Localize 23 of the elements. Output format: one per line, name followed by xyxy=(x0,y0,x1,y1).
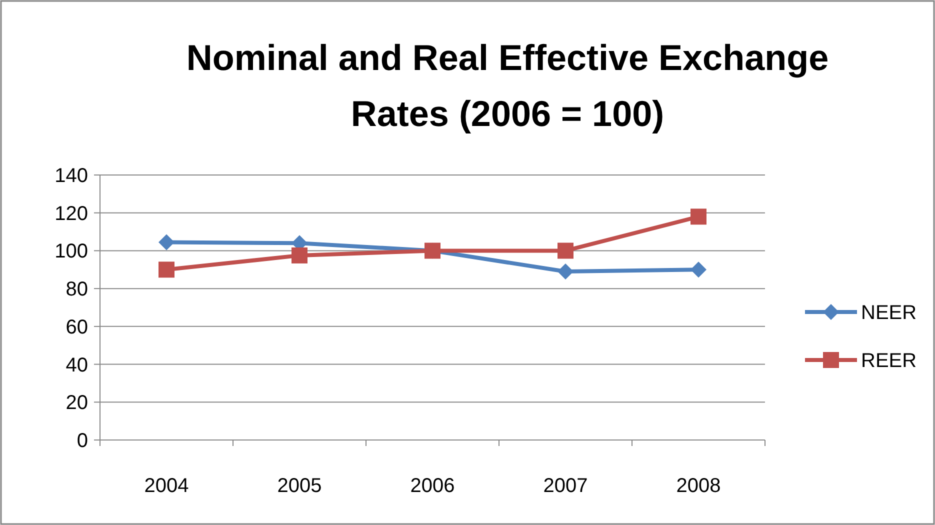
legend-label: REER xyxy=(861,350,917,372)
point xyxy=(558,264,574,280)
point xyxy=(690,262,706,278)
point xyxy=(158,234,174,250)
y-tick-label: 80 xyxy=(66,278,88,301)
point xyxy=(158,262,174,278)
x-tick-label: 2008 xyxy=(676,475,721,497)
point xyxy=(292,247,308,264)
y-tick-label: 20 xyxy=(66,392,88,414)
point xyxy=(558,242,574,259)
y-tick-label: 60 xyxy=(66,316,88,338)
x-tick-label: 2005 xyxy=(277,475,322,497)
y-tick-label: 0 xyxy=(76,430,88,452)
y-tick-label: 120 xyxy=(54,202,88,225)
x-tick-label: 2004 xyxy=(144,475,189,497)
y-tick-label: 100 xyxy=(54,240,88,263)
y-tick-label: 140 xyxy=(54,165,88,187)
x-tick-label: 2006 xyxy=(410,475,455,497)
y-tick-label: 40 xyxy=(66,354,88,376)
legend-label: NEER xyxy=(861,302,917,324)
x-tick-label: 2007 xyxy=(543,475,588,497)
chart-title: Nominal and Real Effective Exchange Rates (2006 = 100) xyxy=(186,37,829,134)
point xyxy=(690,208,706,225)
